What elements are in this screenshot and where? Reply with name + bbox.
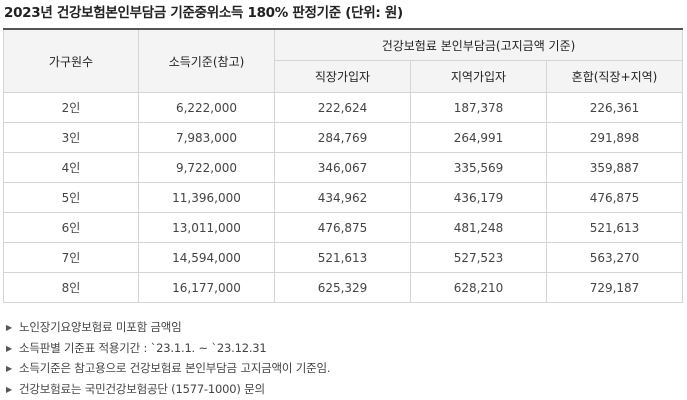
note-item: ▶ 건강보험료는 국민건강보험공단 (1577-1000) 문의 [6,379,330,400]
header-income: 소득기준(참고) [138,28,275,93]
cell-household: 3인 [3,122,139,153]
cell-income: 14,594,000 [138,242,275,273]
cell-workplace: 434,962 [274,182,411,213]
table-row: 6인 13,011,000 476,875 481,248 521,613 [3,212,684,243]
cell-household: 5인 [3,182,139,213]
header-mixed: 혼합(직장+지역) [545,60,684,93]
notes-list: ▶ 노인장기요양보험료 미포함 금액임 ▶ 소득판별 기준표 적용기간 : `23.1… [6,317,331,400]
cell-mixed: 563,270 [545,242,684,273]
cell-workplace: 476,875 [274,212,411,243]
header-workplace: 직장가입자 [274,60,411,93]
cell-income: 6,222,000 [138,92,275,123]
table-subheader-row: 직장가입자 지역가입자 혼합(직장+지역) [4,60,684,93]
note-text: 소득판별 기준표 적용기간 : `23.1.1. ~ `23.12.31 [18,340,267,355]
cell-mixed: 729,187 [545,272,684,303]
note-text: 소득기준은 참고용으로 건강보험료 본인부담금 고지금액이 기준임. [18,361,331,375]
cell-mixed: 521,613 [545,212,684,243]
cell-mixed: 359,887 [545,152,684,183]
cell-mixed: 476,875 [545,182,684,213]
table-row: 5인 11,396,000 434,962 436,179 476,875 [3,182,684,213]
cell-regional: 527,523 [410,242,547,273]
cell-income: 9,722,000 [138,152,275,183]
header-regional: 지역가입자 [410,60,547,93]
note-item: ▶ 노인장기요양보험료 미포함 금액임 [6,317,330,338]
header-household: 가구원수 [3,28,139,93]
cell-household: 4인 [3,152,139,183]
note-text: 건강보험료는 국민건강보험공단 (1577-1000) 문의 [18,381,265,396]
cell-income: 16,177,000 [138,272,275,303]
cell-household: 6인 [3,212,139,243]
cell-workplace: 346,067 [274,152,411,183]
cell-income: 7,983,000 [138,122,275,153]
triangle-right-icon: ▶ [6,384,12,394]
cell-household: 7인 [3,242,139,273]
page-title: 2023년 건강보험본인부담금 기준중위소득 180% 판정기준 (단위: 원) [4,5,403,21]
note-item: ▶ 소득판별 기준표 적용기간 : `23.1.1. ~ `23.12.31 [6,338,330,359]
cell-workplace: 521,613 [274,242,411,273]
cell-household: 8인 [3,272,139,303]
cell-mixed: 291,898 [545,122,684,153]
table-header-row: 가구원수 소득기준(참고) 건강보험료 본인부담금(고지금액 기준) [3,28,684,93]
table-body: 2인 6,222,000 222,624 187,378 226,361 3인 7,983,… [3,92,684,303]
cell-income: 13,011,000 [138,212,275,243]
table-row: 2인 6,222,000 222,624 187,378 226,361 [3,92,684,123]
table-row: 8인 16,177,000 625,329 628,210 729,187 [3,272,684,303]
cell-workplace: 222,624 [274,92,411,123]
cell-income: 11,396,000 [138,182,275,213]
income-criteria-table: 가구원수 소득기준(참고) 건강보험료 본인부담금(고지금액 기준) 직장가입자… [3,28,684,303]
table-row: 4인 9,722,000 346,067 335,569 359,887 [3,152,684,183]
note-text: 노인장기요양보험료 미포함 금액임 [18,320,182,334]
cell-mixed: 226,361 [545,92,684,123]
table-row: 3인 7,983,000 284,769 264,991 291,898 [3,122,684,153]
triangle-right-icon: ▶ [6,323,12,332]
note-item: ▶ 소득기준은 참고용으로 건강보험료 본인부담금 고지금액이 기준임. [6,358,331,379]
table-row: 7인 14,594,000 521,613 527,523 563,270 [3,242,684,273]
triangle-right-icon: ▶ [6,343,12,353]
cell-regional: 436,179 [410,182,547,213]
cell-regional: 335,569 [410,152,547,183]
cell-regional: 264,991 [410,122,547,153]
cell-regional: 628,210 [410,272,547,303]
cell-workplace: 284,769 [274,122,411,153]
cell-regional: 187,378 [410,92,547,123]
header-premium-group: 건강보험료 본인부담금(고지금액 기준) [273,28,684,61]
cell-regional: 481,248 [410,212,547,243]
cell-household: 2인 [3,92,139,123]
triangle-right-icon: ▶ [6,364,12,373]
cell-workplace: 625,329 [274,272,411,303]
